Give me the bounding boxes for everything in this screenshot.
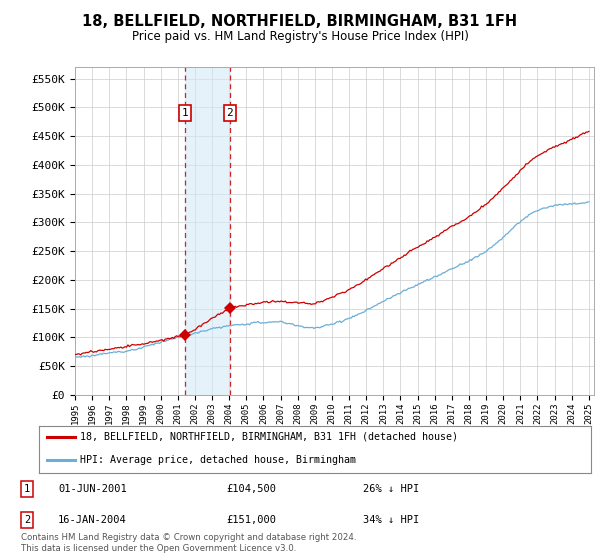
Text: Price paid vs. HM Land Registry's House Price Index (HPI): Price paid vs. HM Land Registry's House … [131, 30, 469, 43]
Text: 26% ↓ HPI: 26% ↓ HPI [363, 484, 419, 494]
Text: Contains HM Land Registry data © Crown copyright and database right 2024.
This d: Contains HM Land Registry data © Crown c… [21, 533, 356, 553]
Text: 01-JUN-2001: 01-JUN-2001 [58, 484, 127, 494]
Bar [185, 67, 230, 395]
Text: 1: 1 [24, 484, 30, 494]
Text: £104,500: £104,500 [226, 484, 276, 494]
Text: 34% ↓ HPI: 34% ↓ HPI [363, 515, 419, 525]
Text: 18, BELLFIELD, NORTHFIELD, BIRMINGHAM, B31 1FH: 18, BELLFIELD, NORTHFIELD, BIRMINGHAM, B… [82, 14, 518, 29]
Text: 1: 1 [182, 108, 188, 118]
Text: 2: 2 [24, 515, 30, 525]
Text: 18, BELLFIELD, NORTHFIELD, BIRMINGHAM, B31 1FH (detached house): 18, BELLFIELD, NORTHFIELD, BIRMINGHAM, B… [80, 432, 458, 441]
Text: HPI: Average price, detached house, Birmingham: HPI: Average price, detached house, Birm… [80, 455, 356, 465]
Text: 16-JAN-2004: 16-JAN-2004 [58, 515, 127, 525]
Text: £151,000: £151,000 [226, 515, 276, 525]
Text: 2: 2 [226, 108, 233, 118]
